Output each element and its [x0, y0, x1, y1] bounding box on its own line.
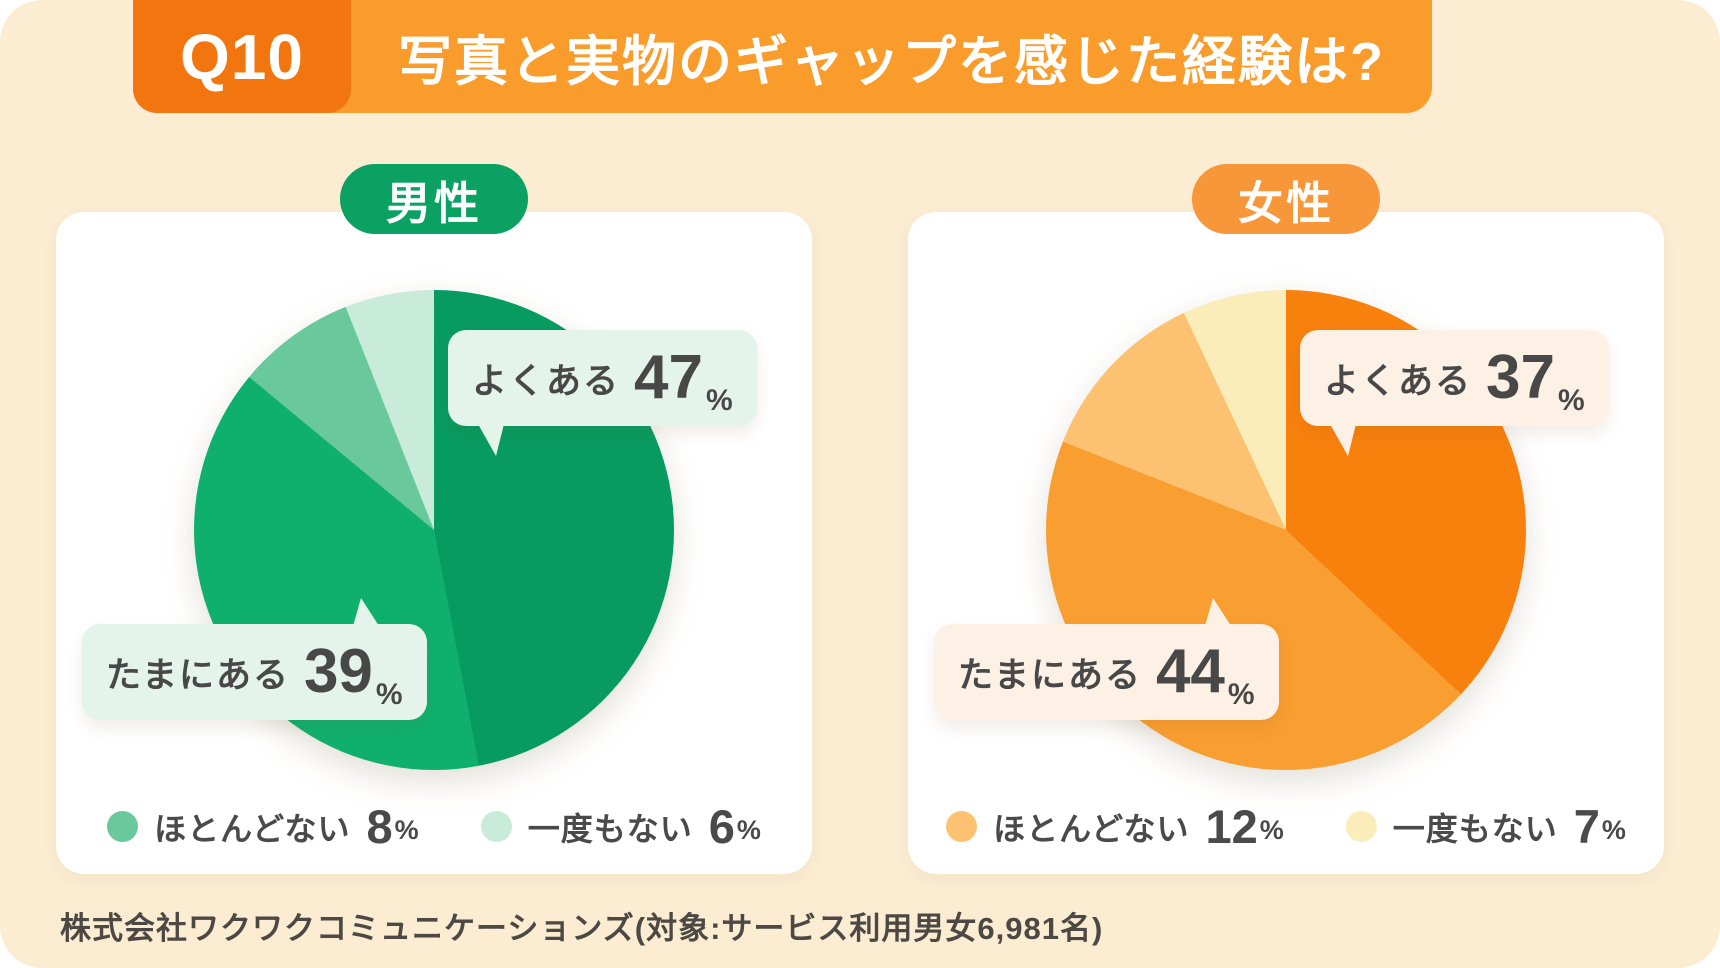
callout-unit: %: [375, 678, 403, 711]
legend-item: ほとんどない 8 %: [107, 803, 419, 850]
legend-label: 一度もない: [1392, 810, 1558, 847]
gender-badge-male: 男性: [339, 164, 529, 234]
callout-tail-down-icon: [478, 424, 504, 456]
gender-badge-female: 女性: [1191, 164, 1381, 234]
legend-item: 一度もない 6 %: [480, 800, 761, 853]
callout-tail-up-icon: [352, 598, 379, 626]
legend-value: 7: [1573, 800, 1600, 853]
callout-label: よくある: [1324, 361, 1473, 401]
question-title-wrap: 写真と実物のギャップを感じた経験は?: [351, 0, 1432, 113]
legend-label: 一度もない: [527, 810, 693, 847]
legend-dot-icon: [1345, 811, 1377, 842]
legend-dot-icon: [946, 811, 978, 842]
question-title: 写真と実物のギャップを感じた経験は?: [398, 32, 1385, 92]
callout-label: よくある: [472, 361, 621, 401]
callout-value: 44: [1155, 637, 1225, 706]
legend-dot-icon: [480, 811, 512, 842]
legend-unit: %: [736, 815, 761, 845]
question-header-bar: 写真と実物のギャップを感じた経験は? Q10: [133, 0, 1432, 113]
callout-female-tamani: たまにある 44 %: [934, 598, 1279, 720]
legend-value: 6: [708, 800, 735, 853]
legend-unit: %: [394, 815, 419, 845]
callout-female-yokuaru: よくある 37 %: [1300, 330, 1609, 456]
callout-male-yokuaru: よくある 47 %: [448, 330, 757, 456]
legend-unit: %: [1259, 815, 1284, 845]
callout-label: たまにある: [958, 655, 1142, 695]
card-female: 女性 よくある 37 % たまにある 44 % ほとんどない 12 % 一度もな…: [908, 164, 1664, 874]
callout-value: 39: [303, 637, 373, 706]
callout-unit: %: [1557, 384, 1585, 417]
legend-male: ほとんどない 8 % 一度もない 6 %: [56, 803, 812, 850]
callout-tail-up-icon: [1204, 598, 1231, 626]
legend-dot-icon: [107, 811, 139, 842]
callout-value: 47: [634, 343, 703, 412]
legend-item: 一度もない 7 %: [1345, 800, 1626, 853]
source-note: 株式会社ワクワクコミュニケーションズ(対象:サービス利用男女6,981名): [60, 911, 1104, 946]
question-number-badge: Q10: [133, 0, 351, 113]
legend-label: ほとんどない: [993, 810, 1190, 847]
legend-value: 8: [366, 800, 393, 853]
callout-unit: %: [705, 384, 733, 417]
legend-value: 12: [1205, 800, 1258, 853]
callout-label: たまにある: [106, 655, 290, 695]
callout-value: 37: [1486, 343, 1555, 412]
legend-item: ほとんどない 12 %: [946, 803, 1284, 850]
legend-label: ほとんどない: [154, 810, 351, 847]
legend-female: ほとんどない 12 % 一度もない 7 %: [908, 803, 1664, 850]
card-male: 男性 よくある 47 % たまにある 39 % ほとんどない 8 % 一度もない: [56, 164, 812, 874]
callout-tail-down-icon: [1330, 424, 1356, 456]
callout-unit: %: [1227, 678, 1255, 711]
legend-unit: %: [1601, 815, 1626, 845]
callout-male-tamani: たまにある 39 %: [82, 598, 427, 720]
